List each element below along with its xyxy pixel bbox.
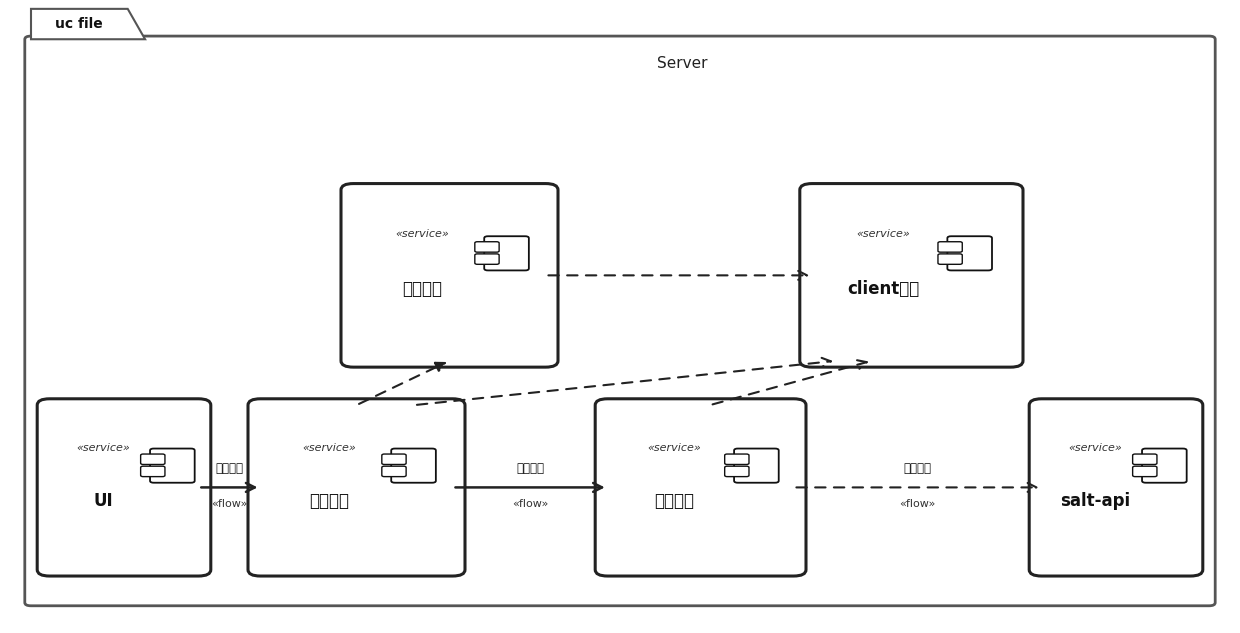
- Text: 权限管理: 权限管理: [403, 280, 443, 298]
- FancyBboxPatch shape: [1132, 454, 1157, 465]
- FancyBboxPatch shape: [248, 399, 465, 576]
- FancyBboxPatch shape: [140, 466, 165, 477]
- Text: «service»: «service»: [857, 229, 910, 239]
- Text: 任务调度: 任务调度: [655, 492, 694, 510]
- Text: 规则管理: 规则管理: [310, 492, 350, 510]
- FancyBboxPatch shape: [475, 254, 500, 265]
- FancyBboxPatch shape: [341, 184, 558, 367]
- Text: 启动任务: 启动任务: [516, 461, 544, 475]
- FancyBboxPatch shape: [475, 242, 500, 252]
- FancyBboxPatch shape: [484, 236, 528, 270]
- FancyBboxPatch shape: [25, 36, 1215, 606]
- FancyBboxPatch shape: [382, 454, 407, 465]
- FancyBboxPatch shape: [937, 242, 962, 252]
- FancyBboxPatch shape: [800, 184, 1023, 367]
- FancyBboxPatch shape: [937, 254, 962, 265]
- Text: Server: Server: [657, 56, 707, 71]
- Text: uc file: uc file: [55, 17, 103, 31]
- Text: «service»: «service»: [647, 443, 702, 453]
- Text: «flow»: «flow»: [211, 499, 248, 509]
- FancyBboxPatch shape: [1142, 449, 1187, 483]
- Text: 下发执行: 下发执行: [904, 461, 931, 475]
- Text: «service»: «service»: [396, 229, 449, 239]
- Text: «flow»: «flow»: [899, 499, 936, 509]
- Text: 触发执行: 触发执行: [216, 461, 243, 475]
- FancyBboxPatch shape: [724, 466, 749, 477]
- Text: salt-api: salt-api: [1060, 492, 1130, 510]
- FancyBboxPatch shape: [947, 236, 992, 270]
- FancyBboxPatch shape: [140, 454, 165, 465]
- FancyBboxPatch shape: [37, 399, 211, 576]
- Polygon shape: [31, 9, 145, 39]
- FancyBboxPatch shape: [150, 449, 195, 483]
- Text: «service»: «service»: [1069, 443, 1122, 453]
- FancyBboxPatch shape: [392, 449, 436, 483]
- FancyBboxPatch shape: [595, 399, 806, 576]
- Text: «service»: «service»: [303, 443, 356, 453]
- FancyBboxPatch shape: [1029, 399, 1203, 576]
- FancyBboxPatch shape: [724, 454, 749, 465]
- Text: «service»: «service»: [77, 443, 130, 453]
- Text: client管理: client管理: [847, 280, 920, 298]
- Text: UI: UI: [93, 492, 113, 510]
- FancyBboxPatch shape: [382, 466, 407, 477]
- Text: «flow»: «flow»: [512, 499, 548, 509]
- FancyBboxPatch shape: [734, 449, 779, 483]
- FancyBboxPatch shape: [1132, 466, 1157, 477]
